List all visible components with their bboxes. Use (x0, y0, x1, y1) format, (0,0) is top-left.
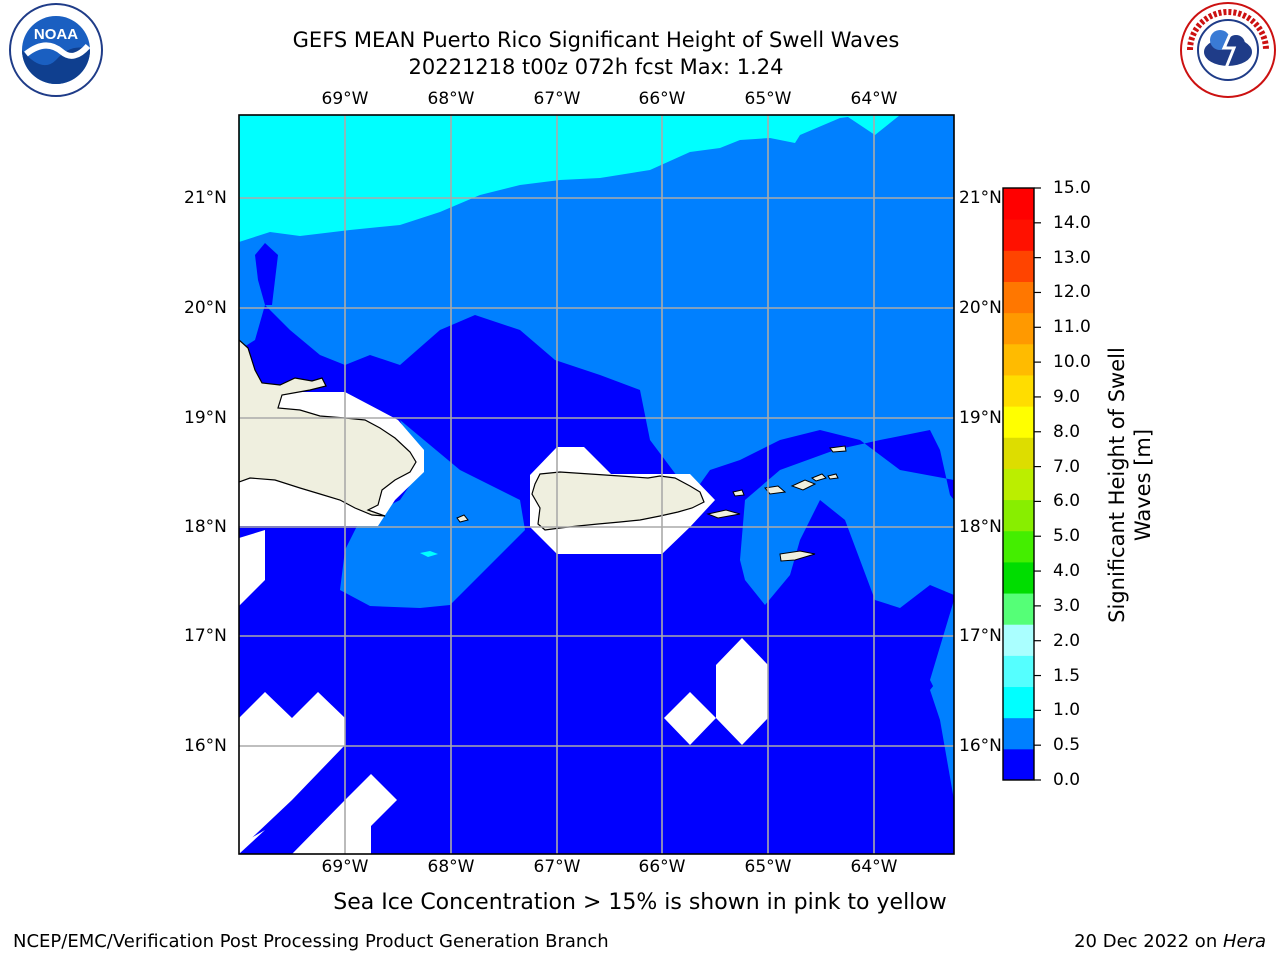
land-st-croix (779, 550, 816, 562)
colorbar-swatch (1003, 406, 1034, 438)
lat-tick-right: 20°N (959, 298, 1002, 318)
lon-tick-top: 65°W (744, 89, 792, 109)
colorbar-swatch (1003, 468, 1034, 501)
swell-0.5-1.0-mona (340, 420, 525, 608)
colorbar-frame (1002, 187, 1035, 781)
mask-southwest (239, 692, 345, 854)
colorbar-swatch (1003, 374, 1034, 407)
footer-host: Hera (1222, 931, 1266, 952)
land-vieques (706, 509, 741, 519)
lon-tick-bottom: 64°W (850, 857, 898, 877)
colorbar-tick-label: 2.0 (1053, 630, 1081, 651)
lat-tick-left: 18°N (184, 517, 227, 537)
colorbar-swatch (1003, 686, 1034, 719)
chart-title: GEFS MEAN Puerto Rico Significant Height… (292, 28, 900, 52)
lon-tick-bottom: 65°W (744, 857, 792, 877)
land-puerto-rico (531, 471, 705, 531)
lat-tick-left: 17°N (184, 626, 227, 646)
noaa-logo-text: NOAA (34, 26, 78, 43)
nws-logo (1178, 0, 1278, 100)
noaa-logo: NOAA (6, 2, 106, 98)
lon-tick-top: 68°W (427, 89, 475, 109)
map-frame (238, 114, 955, 855)
colorbar-swatch (1003, 250, 1034, 282)
lon-tick-bottom: 67°W (533, 857, 581, 877)
lon-tick-bottom: 69°W (321, 857, 369, 877)
swell-1.0-1.5-spot (420, 551, 438, 557)
sea-ice-caption: Sea Ice Concentration > 15% is shown in … (333, 890, 947, 915)
mask-south-edge (239, 830, 265, 854)
colorbar-tick-label: 12.0 (1053, 282, 1091, 303)
swell-0-0.5-nw-patch (255, 243, 278, 305)
colorbar-swatch (1003, 219, 1034, 251)
lat-tick-right: 16°N (959, 736, 1002, 756)
colorbar-tick-label: 11.0 (1053, 317, 1091, 338)
land-mona (456, 514, 469, 523)
colorbar-label: Significant Height of Swell Waves [m] (1105, 347, 1155, 623)
colorbar-swatch (1003, 499, 1034, 532)
lat-tick-right: 18°N (959, 517, 1002, 537)
swell-0.5-1.0-region (239, 115, 954, 740)
lat-tick-right: 17°N (959, 626, 1002, 646)
land-culebra (732, 489, 745, 497)
colorbar-swatch (1003, 593, 1034, 625)
lat-tick-left: 16°N (184, 736, 227, 756)
map-gridlines (239, 115, 954, 854)
colorbar (1003, 187, 1041, 781)
mask-west-coast (239, 530, 265, 606)
lat-tick-left: 19°N (184, 408, 227, 428)
lat-tick-right: 21°N (959, 188, 1002, 208)
colorbar-swatch (1003, 717, 1034, 750)
lon-tick-top: 66°W (638, 89, 686, 109)
colorbar-tick-label: 1.5 (1053, 665, 1081, 686)
swell-1.0-1.5-region (239, 115, 954, 242)
colorbar-tick-label: 13.0 (1053, 247, 1091, 268)
lon-tick-top: 67°W (533, 89, 581, 109)
land-anegada (829, 445, 847, 453)
mask-southeast-1 (716, 638, 768, 745)
colorbar-tick-label: 9.0 (1053, 386, 1081, 407)
footer-left: NCEP/EMC/Verification Post Processing Pr… (13, 931, 609, 952)
footer-right: 20 Dec 2022 on Hera (1074, 931, 1266, 952)
colorbar-swatch (1003, 624, 1034, 656)
lon-tick-top: 64°W (850, 89, 898, 109)
footer-date: 20 Dec 2022 on (1074, 931, 1223, 952)
colorbar-tick-label: 1.0 (1053, 700, 1081, 721)
colorbar-swatch (1003, 281, 1034, 314)
map-plot-area (239, 115, 954, 854)
colorbar-tick-label: 6.0 (1053, 491, 1081, 512)
lat-tick-left: 20°N (184, 298, 227, 318)
colorbar-tick-label: 3.0 (1053, 595, 1081, 616)
colorbar-swatch (1003, 312, 1034, 345)
colorbar-tick-label: 7.0 (1053, 456, 1081, 477)
land-bvi (790, 473, 827, 491)
colorbar-tick-label: 15.0 (1053, 178, 1091, 198)
colorbar-tick-label: 4.0 (1053, 561, 1081, 582)
swell-0.5-1.0-east (930, 660, 954, 800)
mask-southeast-2 (664, 692, 716, 745)
colorbar-swatch (1003, 343, 1034, 376)
colorbar-swatch (1003, 188, 1034, 220)
colorbar-tick-label: 0.0 (1053, 770, 1081, 790)
land-dot-1 (827, 473, 839, 480)
colorbar-swatch (1003, 748, 1034, 781)
land-hispaniola (239, 339, 417, 517)
colorbar-tick-label: 8.0 (1053, 421, 1081, 442)
colorbar-tick-label: 14.0 (1053, 212, 1091, 233)
colorbar-swatch (1003, 655, 1034, 688)
colorbar-swatch (1003, 530, 1034, 563)
colorbar-swatch (1003, 437, 1034, 469)
chart-subtitle: 20221218 t00z 072h fcst Max: 1.24 (408, 55, 784, 79)
colorbar-tick-label: 5.0 (1053, 526, 1081, 547)
colorbar-swatch (1003, 561, 1034, 594)
colorbar-tick-label: 0.5 (1053, 735, 1081, 756)
lon-tick-bottom: 66°W (638, 857, 686, 877)
lon-tick-top: 69°W (321, 89, 369, 109)
lon-tick-bottom: 68°W (427, 857, 475, 877)
colorbar-tick-label: 10.0 (1053, 352, 1091, 373)
lat-tick-right: 19°N (959, 408, 1002, 428)
lat-tick-left: 21°N (184, 188, 227, 208)
